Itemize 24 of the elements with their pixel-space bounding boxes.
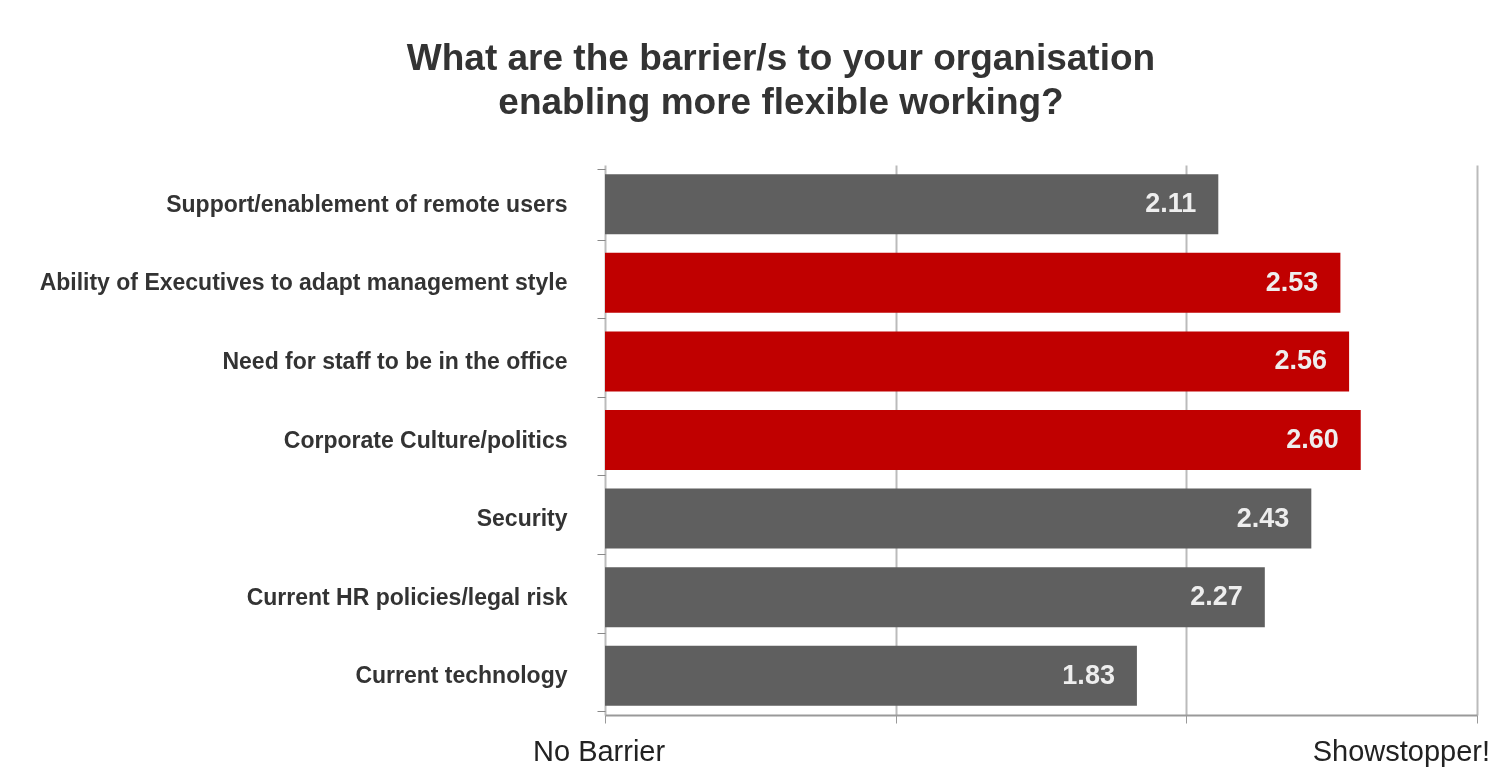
bar xyxy=(605,410,1361,470)
data-label: 2.27 xyxy=(1190,581,1243,612)
y-tick-label: Current technology xyxy=(355,662,568,689)
y-tick-label: Corporate Culture/politics xyxy=(283,426,568,453)
bar xyxy=(605,174,1219,235)
data-label: 2.53 xyxy=(1265,266,1319,297)
y-tick-label: Ability of Executives to adapt management style xyxy=(39,269,568,296)
y-tick-label: Current HR policies/legal risk xyxy=(246,583,568,610)
data-label: 2.43 xyxy=(1236,502,1290,533)
bar xyxy=(605,567,1265,628)
data-label: 2.11 xyxy=(1145,188,1197,219)
y-tick-label: Support/enablement of remote users xyxy=(166,190,568,217)
bar xyxy=(605,488,1312,549)
data-label: 1.83 xyxy=(1062,659,1115,690)
text: No Barrier xyxy=(533,735,666,768)
text: Showstopper! xyxy=(1312,735,1490,768)
bar xyxy=(605,645,1137,706)
y-tick-label: Need for staff to be in the office xyxy=(222,347,568,374)
y-tick-label: Security xyxy=(476,505,568,532)
data-label: 2.60 xyxy=(1286,424,1339,454)
chart-title: What are the barrier/s to your organisation enabling more flexible working? xyxy=(406,37,1156,122)
bar xyxy=(605,252,1341,313)
data-label: 2.56 xyxy=(1274,345,1328,376)
bar xyxy=(605,331,1350,392)
